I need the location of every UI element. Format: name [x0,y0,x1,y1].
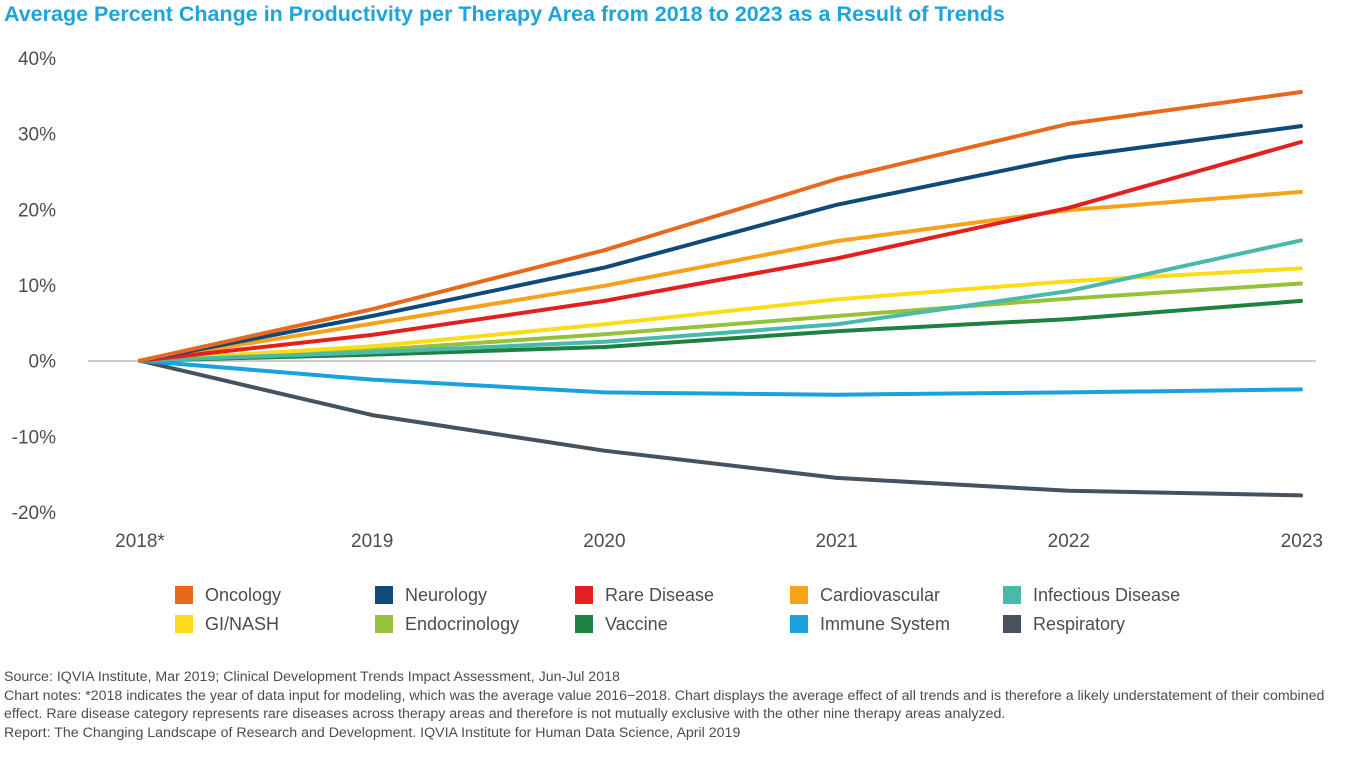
x-tick-label: 2022 [1048,531,1090,552]
legend-swatch [375,615,393,633]
series-line-cardiovascular [138,189,1303,363]
chart-notes: Source: IQVIA Institute, Mar 2019; Clini… [4,668,1348,742]
legend-item-endocrinology: Endocrinology [375,612,519,636]
legend-label: Immune System [820,613,951,634]
legend-item-immune-system: Immune System [790,612,950,636]
legend-label: Infectious Disease [1033,584,1181,605]
x-axis-ticks: 2018* 2019 2020 2021 2022 2023 [115,531,1323,552]
legend-item-respiratory: Respiratory [1003,612,1125,636]
legend-swatch [1003,586,1021,604]
y-tick-label: -20% [12,503,56,524]
legend-label: Respiratory [1033,613,1126,634]
series-line-gi-nash [138,266,1303,363]
y-axis-ticks: 40% 30% 20% 10% 0% -10% -20% [12,49,56,524]
legend-swatch [175,615,193,633]
y-tick-label: 0% [29,352,57,373]
x-tick-label: 2023 [1281,531,1323,552]
series-line-immune-system [138,358,1303,397]
x-tick-label: 2018* [115,531,165,552]
legend-item-neurology: Neurology [375,583,487,607]
chart-notes-text: Chart notes: *2018 indicates the year of… [4,687,1325,723]
legend-item-gi-nash: GI/NASH [175,612,279,636]
y-tick-label: 40% [18,49,56,70]
series-line-neurology [138,124,1303,363]
series-line-respiratory [138,358,1303,498]
legend-swatch [1003,615,1021,633]
legend-label: GI/NASH [205,613,280,634]
legend-swatch [790,586,808,604]
x-tick-label: 2019 [351,531,393,552]
y-tick-label: 20% [18,200,56,221]
y-tick-label: 10% [18,276,56,297]
series-line-rare-disease [138,140,1303,363]
legend-item-infectious-disease: Infectious Disease [1003,583,1180,607]
legend-label: Neurology [405,584,488,605]
x-tick-label: 2021 [815,531,857,552]
line-chart: 40% 30% 20% 10% 0% -10% -20% 2018* 2019 2020 2021… [12,49,1323,552]
legend-swatch [175,586,193,604]
legend-swatch [575,586,593,604]
legend-item-cardiovascular: Cardiovascular [790,583,940,607]
legend-label: Vaccine [605,613,668,634]
legend-item-oncology: Oncology [175,583,281,607]
x-tick-label: 2020 [583,531,625,552]
report-note: Report: The Changing Landscape of Resear… [4,724,741,741]
chart-title: Average Percent Change in Productivity p… [4,2,1005,26]
legend-item-rare-disease: Rare Disease [575,583,714,607]
y-tick-label: 30% [18,125,56,146]
series-lines [138,90,1303,498]
legend-swatch [375,586,393,604]
legend-label: Cardiovascular [820,584,941,605]
legend-swatch [790,615,808,633]
legend-swatch [575,615,593,633]
legend-label: Rare Disease [605,584,715,605]
legend-item-vaccine: Vaccine [575,612,668,636]
source-note: Source: IQVIA Institute, Mar 2019; Clini… [4,669,620,685]
legend-label: Oncology [205,584,282,605]
legend-label: Endocrinology [405,613,520,634]
series-line-oncology [138,90,1303,363]
y-tick-label: -10% [12,427,56,448]
series-line-infectious-disease [138,238,1303,363]
